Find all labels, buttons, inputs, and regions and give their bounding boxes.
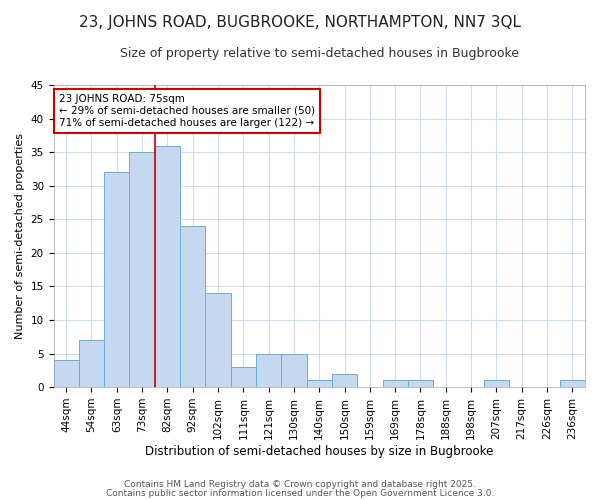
Bar <box>205 293 230 387</box>
X-axis label: Distribution of semi-detached houses by size in Bugbrooke: Distribution of semi-detached houses by … <box>145 444 493 458</box>
Bar <box>256 354 281 387</box>
Text: Contains HM Land Registry data © Crown copyright and database right 2025.: Contains HM Land Registry data © Crown c… <box>124 480 476 489</box>
Title: Size of property relative to semi-detached houses in Bugbrooke: Size of property relative to semi-detach… <box>120 48 519 60</box>
Text: Contains public sector information licensed under the Open Government Licence 3.: Contains public sector information licen… <box>106 488 494 498</box>
Bar <box>53 360 79 387</box>
Text: 23, JOHNS ROAD, BUGBROOKE, NORTHAMPTON, NN7 3QL: 23, JOHNS ROAD, BUGBROOKE, NORTHAMPTON, … <box>79 15 521 30</box>
Bar <box>408 380 433 387</box>
Bar <box>155 146 180 387</box>
Bar <box>130 152 155 387</box>
Bar <box>332 374 357 387</box>
Bar <box>230 367 256 387</box>
Text: 23 JOHNS ROAD: 75sqm
← 29% of semi-detached houses are smaller (50)
71% of semi-: 23 JOHNS ROAD: 75sqm ← 29% of semi-detac… <box>59 94 315 128</box>
Bar <box>104 172 130 387</box>
Bar <box>79 340 104 387</box>
Bar <box>281 354 307 387</box>
Bar <box>383 380 408 387</box>
Bar <box>307 380 332 387</box>
Bar <box>180 226 205 387</box>
Y-axis label: Number of semi-detached properties: Number of semi-detached properties <box>15 133 25 339</box>
Bar <box>560 380 585 387</box>
Bar <box>484 380 509 387</box>
